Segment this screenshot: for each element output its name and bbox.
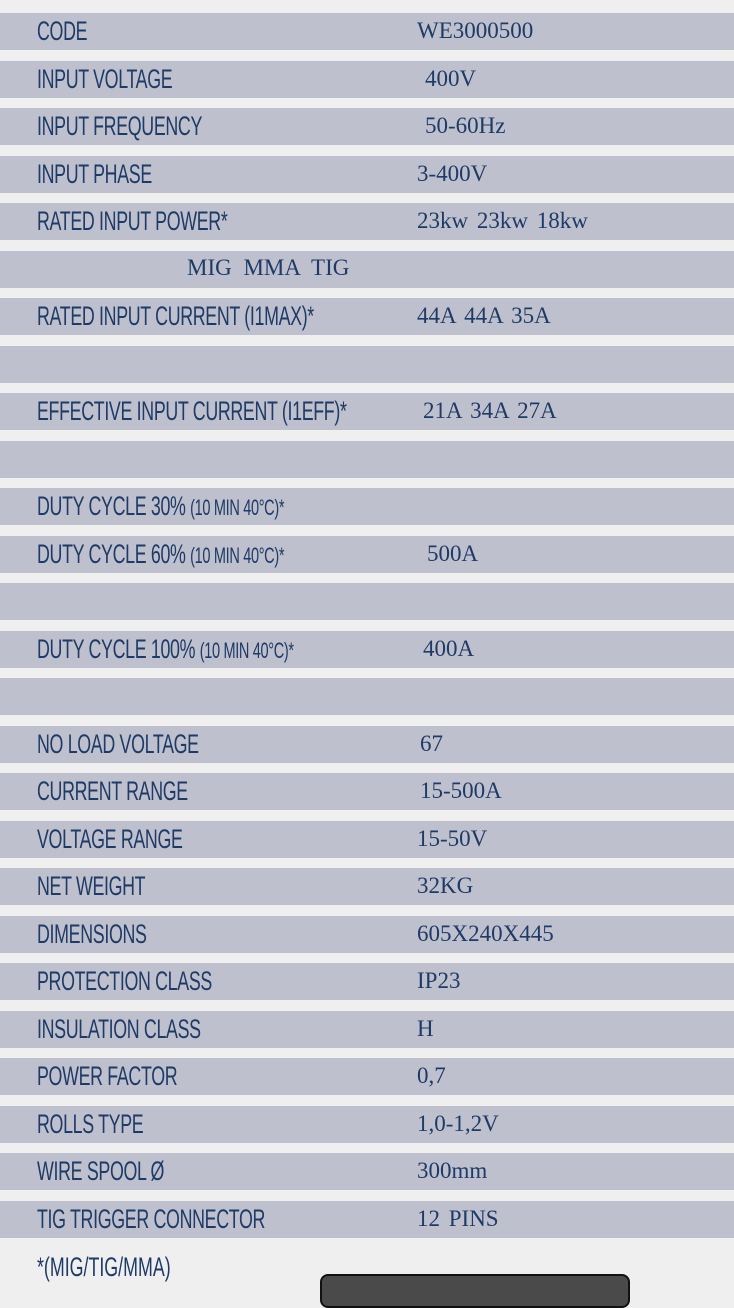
spec-row: CURRENT RANGE 15-500A bbox=[0, 773, 734, 810]
spec-label-text: INPUT PHASE bbox=[37, 158, 152, 189]
spec-label: RATED INPUT POWER* bbox=[37, 206, 228, 237]
spec-row bbox=[0, 440, 734, 478]
spec-label-text: PROTECTION CLASS bbox=[37, 966, 212, 996]
spec-label-text: INPUT FREQUENCY bbox=[37, 111, 203, 141]
spec-label-text: INSULATION CLASS bbox=[37, 1013, 201, 1044]
spec-row bbox=[0, 345, 734, 383]
spec-label-text: CURRENT RANGE bbox=[37, 776, 188, 806]
spec-label-text: RATED INPUT CURRENT (I1MAX)* bbox=[37, 301, 314, 331]
spec-row: RATED INPUT CURRENT (I1MAX)* 44A 44A 35A bbox=[0, 298, 734, 335]
spec-row: INPUT VOLTAGE 400V bbox=[0, 60, 734, 98]
spec-row: DUTY CYCLE 30% (10 MIN 40°C)* bbox=[0, 488, 734, 525]
spec-label: DUTY CYCLE 100% (10 MIN 40°C)* bbox=[37, 634, 294, 665]
spec-label-text: TIG TRIGGER CONNECTOR bbox=[37, 1203, 266, 1234]
spec-value: WE3000500 bbox=[417, 18, 534, 43]
spec-label-text: RATED INPUT POWER* bbox=[37, 206, 228, 236]
footnote: *(MIG/TIG/MMA) bbox=[37, 1252, 171, 1282]
spec-value: IP23 bbox=[417, 968, 461, 993]
spec-value: 21A 34A 27A bbox=[423, 398, 557, 423]
spec-label: PROTECTION CLASS bbox=[37, 966, 212, 997]
spec-row: INSULATION CLASS H bbox=[0, 1010, 734, 1048]
spec-row bbox=[0, 583, 734, 620]
spec-row: INPUT FREQUENCY 50-60Hz bbox=[0, 108, 734, 145]
spec-label-text: NO LOAD VOLTAGE bbox=[37, 728, 199, 759]
spec-row: PROTECTION CLASS IP23 bbox=[0, 963, 734, 1000]
spec-label-text: NET WEIGHT bbox=[37, 871, 146, 901]
spec-value: 3-400V bbox=[417, 160, 488, 186]
spec-row: WIRE SPOOL Ø 300mm bbox=[0, 1153, 734, 1190]
spec-row: NET WEIGHT 32KG bbox=[0, 868, 734, 905]
spec-label-text: WIRE SPOOL Ø bbox=[37, 1156, 165, 1186]
spec-value: H bbox=[417, 1015, 434, 1041]
spec-label: NET WEIGHT bbox=[37, 871, 146, 902]
spec-label: CODE bbox=[37, 16, 88, 47]
spec-value: 400A bbox=[423, 635, 475, 661]
spec-label: INSULATION CLASS bbox=[37, 1014, 201, 1045]
spec-label: INPUT VOLTAGE bbox=[37, 63, 173, 95]
spec-row: EFFECTIVE INPUT CURRENT (I1EFF)* 21A 34A … bbox=[0, 393, 734, 430]
spec-label: RATED INPUT CURRENT (I1MAX)* bbox=[37, 301, 314, 332]
spec-value: 605X240X445 bbox=[417, 920, 554, 946]
spec-label-note: (10 MIN 40°C)* bbox=[190, 495, 285, 520]
spec-row: POWER FACTOR 0,7 bbox=[0, 1058, 734, 1095]
spec-value: 1,0-1,2V bbox=[417, 1110, 499, 1136]
spec-label-text: EFFECTIVE INPUT CURRENT (I1EFF)* bbox=[37, 396, 347, 426]
spec-label: NO LOAD VOLTAGE bbox=[37, 729, 199, 760]
spec-label: EFFECTIVE INPUT CURRENT (I1EFF)* bbox=[37, 396, 347, 427]
spec-label-text: DUTY CYCLE 100% bbox=[37, 633, 200, 664]
spec-row: NO LOAD VOLTAGE 67 bbox=[0, 725, 734, 763]
spec-row: INPUT PHASE 3-400V bbox=[0, 155, 734, 193]
spec-row: CODE WE3000500 bbox=[0, 13, 734, 50]
spec-label: POWER FACTOR bbox=[37, 1061, 178, 1092]
action-button[interactable] bbox=[320, 1274, 630, 1308]
spec-value: 32KG bbox=[417, 873, 474, 898]
spec-label: DUTY CYCLE 30% (10 MIN 40°C)* bbox=[37, 491, 285, 522]
spec-row: MIG MMA TIG bbox=[0, 250, 734, 288]
spec-label-text: ROLLS TYPE bbox=[37, 1108, 144, 1139]
spec-label: INPUT FREQUENCY bbox=[37, 111, 202, 142]
spec-label: WIRE SPOOL Ø bbox=[37, 1156, 164, 1187]
spec-row: RATED INPUT POWER* 23kw 23kw 18kw bbox=[0, 203, 734, 240]
spec-row: DIMENSIONS 605X240X445 bbox=[0, 915, 734, 953]
spec-label: CURRENT RANGE bbox=[37, 776, 188, 807]
spec-row bbox=[0, 678, 734, 715]
spec-value: 15-500A bbox=[420, 778, 502, 803]
spec-value: 500A bbox=[427, 540, 479, 566]
spec-row: ROLLS TYPE 1,0-1,2V bbox=[0, 1105, 734, 1143]
spec-label: DUTY CYCLE 60% (10 MIN 40°C)* bbox=[37, 538, 285, 570]
spec-label-text: INPUT VOLTAGE bbox=[37, 63, 173, 94]
process-subheader: MIG MMA TIG bbox=[187, 254, 350, 280]
spec-label-text: DIMENSIONS bbox=[37, 918, 147, 949]
spec-value: 300mm bbox=[417, 1158, 488, 1183]
spec-row: VOLTAGE RANGE 15-50V bbox=[0, 820, 734, 858]
spec-value: 12 PINS bbox=[417, 1205, 499, 1231]
spec-label-text: CODE bbox=[37, 16, 88, 46]
spec-value: 23kw 23kw 18kw bbox=[417, 208, 588, 233]
spec-value: 67 bbox=[420, 730, 443, 756]
spec-label-text: VOLTAGE RANGE bbox=[37, 823, 183, 854]
spec-label-text: DUTY CYCLE 60% bbox=[37, 538, 191, 569]
spec-table: CODE WE3000500 INPUT VOLTAGE 400V INPUT FREQ… bbox=[0, 13, 734, 1248]
spec-label: INPUT PHASE bbox=[37, 159, 152, 190]
spec-value: 50-60Hz bbox=[425, 113, 506, 138]
spec-value: 15-50V bbox=[417, 825, 488, 851]
spec-label: DIMENSIONS bbox=[37, 919, 147, 950]
spec-label-note: (10 MIN 40°C)* bbox=[190, 542, 285, 568]
spec-value: 44A 44A 35A bbox=[417, 303, 551, 328]
spec-label: ROLLS TYPE bbox=[37, 1108, 144, 1140]
spec-label-note: (10 MIN 40°C)* bbox=[199, 637, 294, 663]
spec-row: DUTY CYCLE 60% (10 MIN 40°C)* 500A bbox=[0, 535, 734, 573]
spec-value: 400V bbox=[425, 65, 477, 91]
spec-value: 0,7 bbox=[417, 1063, 446, 1088]
spec-label: TIG TRIGGER CONNECTOR bbox=[37, 1204, 265, 1235]
spec-label: VOLTAGE RANGE bbox=[37, 824, 183, 855]
spec-label-text: POWER FACTOR bbox=[37, 1061, 178, 1091]
spec-row: TIG TRIGGER CONNECTOR 12 PINS bbox=[0, 1200, 734, 1238]
spec-label-text: DUTY CYCLE 30% bbox=[37, 491, 191, 521]
spec-row: DUTY CYCLE 100% (10 MIN 40°C)* 400A bbox=[0, 630, 734, 668]
